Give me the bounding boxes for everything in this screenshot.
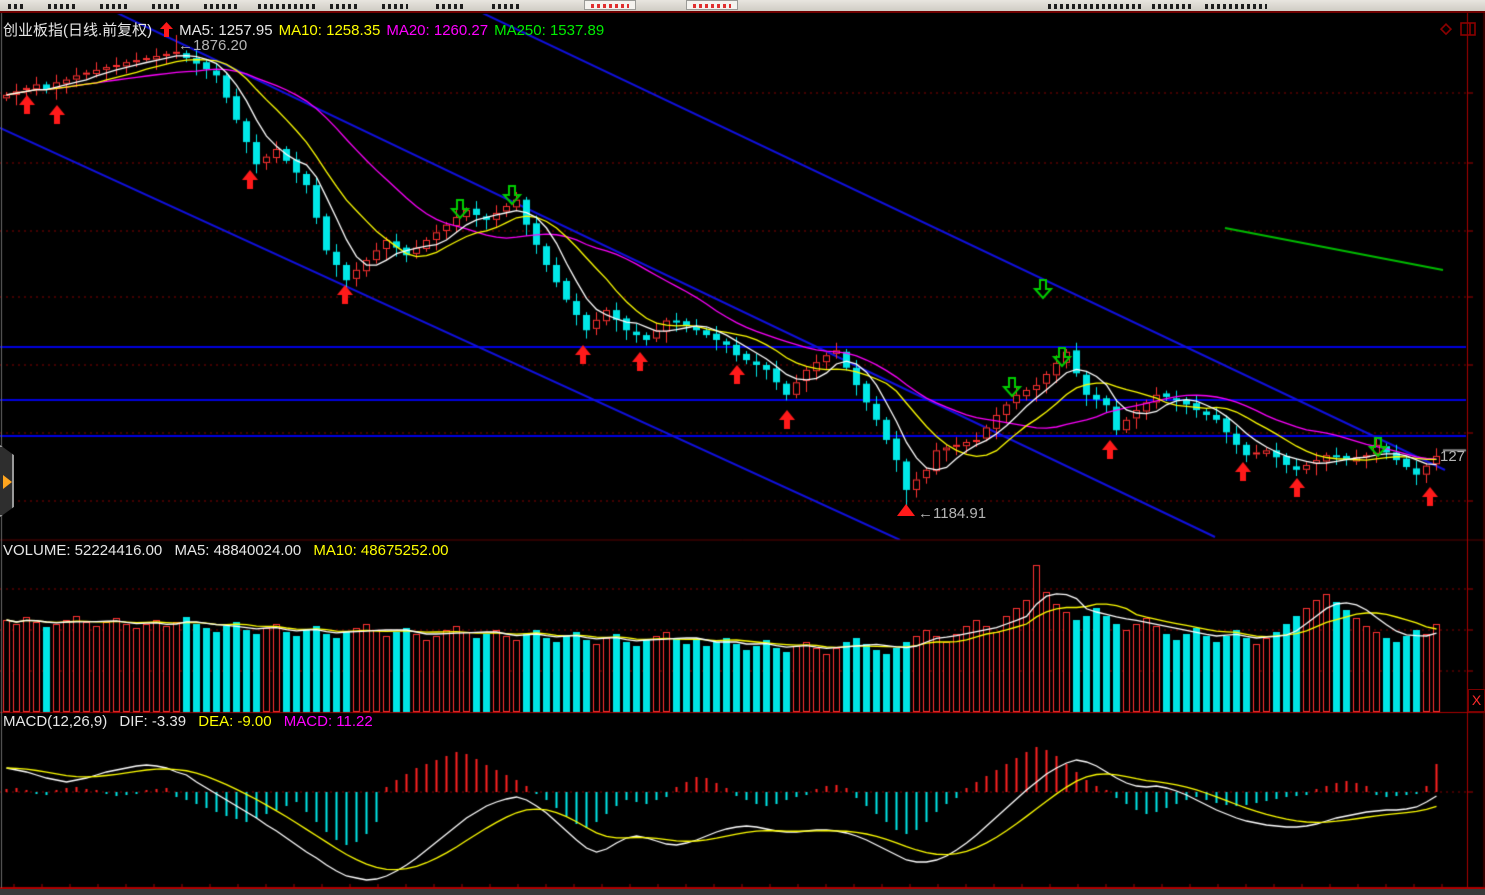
menu-item[interactable]: [1152, 4, 1192, 9]
volume-header: VOLUME: 52224416.00 MA5: 48840024.00 MA1…: [3, 542, 457, 559]
menu-item[interactable]: [436, 4, 466, 9]
sidebar-expand-handle[interactable]: [0, 445, 14, 517]
ma5-value: MA5: 1257.95: [179, 22, 273, 39]
up-arrow-icon: [160, 22, 174, 41]
menu-button-red-1[interactable]: [584, 0, 636, 10]
volume-value: VOLUME: 52224416.00: [3, 542, 163, 559]
dea-value: DEA: -9.00: [198, 713, 272, 730]
macd-name: MACD(12,26,9): [3, 713, 108, 730]
volume-ma5-value: MA5: 48840024.00: [174, 542, 302, 559]
menu-button-red-2[interactable]: [686, 0, 738, 10]
trough-price-label: ←1184.91: [918, 505, 987, 522]
ma250-value: MA250: 1537.89: [494, 22, 605, 39]
menu-item[interactable]: [152, 4, 182, 9]
peak-price-label: ←1876.20: [178, 37, 248, 54]
menu-item[interactable]: [204, 4, 238, 9]
menu-item[interactable]: [382, 4, 408, 9]
symbol-title: 创业板指(日线.前复权): [3, 22, 153, 39]
macd-value: MACD: 11.22: [283, 713, 373, 730]
chart-corner-controls: [1438, 21, 1477, 42]
trough-marker-icon: [897, 504, 915, 516]
menu-item[interactable]: [1205, 4, 1267, 9]
menu-item[interactable]: [100, 4, 130, 9]
expand-arrow-icon: [3, 475, 12, 489]
macd-header: MACD(12,26,9) DIF: -3.39 DEA: -9.00 MACD…: [3, 713, 381, 730]
status-strip: [0, 889, 1485, 895]
menu-item[interactable]: [492, 4, 522, 9]
split-window-icon[interactable]: [1460, 21, 1477, 42]
menu-item[interactable]: [258, 4, 316, 9]
volume-ma10-value: MA10: 48675252.00: [313, 542, 449, 559]
menu-item[interactable]: [1048, 4, 1143, 9]
ma20-value: MA20: 1260.27: [386, 22, 489, 39]
ma10-value: MA10: 1258.35: [278, 22, 381, 39]
main-chart-header: 创业板指(日线.前复权) MA5: 1257.95 MA10: 1258.35 MA2…: [3, 19, 610, 41]
menu-item[interactable]: [48, 4, 78, 9]
last-price-tag: 127: [1440, 448, 1466, 465]
menu-item[interactable]: [330, 4, 360, 9]
dif-value: DIF: -3.39: [119, 713, 187, 730]
panel-divider: [0, 11, 1485, 13]
diamond-icon[interactable]: [1438, 21, 1454, 42]
menu-item[interactable]: [8, 4, 26, 9]
close-indicator-button[interactable]: X: [1468, 689, 1485, 712]
